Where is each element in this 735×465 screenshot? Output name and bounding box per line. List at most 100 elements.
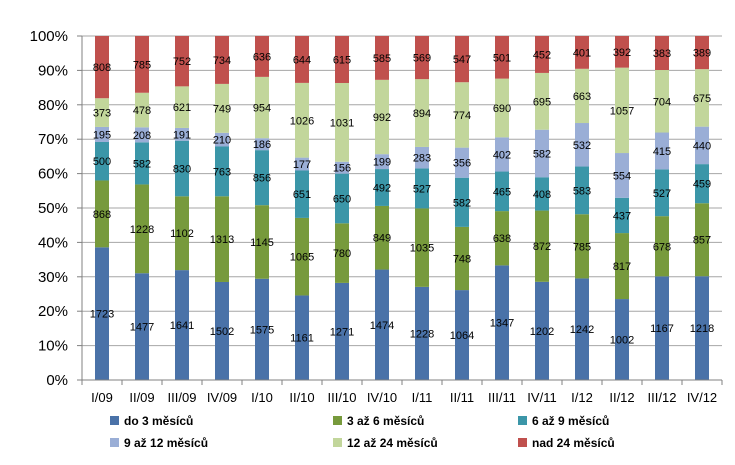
data-label: 452 — [533, 49, 551, 61]
data-label: 1502 — [210, 326, 234, 338]
bar-segment — [215, 146, 229, 197]
x-tick-label: IV/09 — [207, 390, 237, 405]
bar-segment — [135, 273, 149, 380]
bar-segment — [175, 36, 189, 87]
bar-segment — [255, 138, 269, 151]
bar-segment — [255, 76, 269, 139]
data-label: 894 — [413, 108, 431, 120]
data-label: 621 — [173, 102, 191, 114]
x-tick-label: III/12 — [648, 390, 677, 405]
bar-segment — [175, 196, 189, 271]
y-tick-label: 90% — [38, 62, 68, 79]
data-label: 1242 — [570, 324, 594, 336]
legend-label: nad 24 měsíců — [532, 436, 615, 450]
bar-segment — [175, 127, 189, 141]
data-label: 785 — [573, 241, 591, 253]
y-tick-label: 80% — [38, 97, 68, 114]
x-tick-label: II/11 — [450, 390, 474, 405]
y-axis: 0% 10% 20% 30% 40% 50% 60% 70% 80% 90% 100% — [30, 28, 83, 389]
data-label: 569 — [413, 53, 431, 65]
x-tick-label: I/12 — [571, 390, 593, 405]
data-label: 1347 — [490, 318, 514, 330]
data-label: 1228 — [410, 328, 434, 340]
data-label: 478 — [133, 105, 151, 117]
bar-segment — [655, 276, 669, 380]
bar-segment — [415, 286, 429, 380]
data-label: 356 — [453, 158, 471, 170]
data-label: 636 — [253, 51, 271, 63]
bar-segment — [255, 205, 269, 279]
data-label: 465 — [493, 186, 511, 198]
data-label: 1102 — [170, 228, 194, 240]
bar-segment — [495, 36, 509, 79]
data-label: 501 — [493, 52, 511, 64]
bar-segment — [375, 205, 389, 270]
legend-swatch — [110, 416, 119, 425]
data-label: 500 — [93, 156, 111, 168]
bar-segment — [615, 36, 629, 68]
data-label: 808 — [93, 62, 111, 74]
data-label: 582 — [453, 197, 471, 209]
data-label: 675 — [693, 93, 711, 105]
x-tick-label: II/12 — [609, 390, 634, 405]
data-label: 1145 — [250, 237, 274, 249]
bar-segment — [575, 278, 589, 380]
legend-label: do 3 měsíců — [124, 414, 193, 428]
bar-segment — [295, 170, 309, 218]
bar-segment — [175, 140, 189, 197]
data-label: 651 — [293, 189, 311, 201]
x-tick-label: III/09 — [168, 390, 197, 405]
y-tick-label: 40% — [38, 234, 68, 251]
bar-segment — [215, 132, 229, 147]
data-label: 992 — [373, 112, 391, 124]
data-label: 373 — [93, 108, 111, 120]
data-label: 1218 — [690, 323, 714, 335]
data-label: 402 — [493, 149, 511, 161]
data-label: 1228 — [130, 224, 154, 236]
y-tick-label: 70% — [38, 131, 68, 148]
x-tick-label: II/10 — [289, 390, 314, 405]
bar-segment — [335, 173, 349, 224]
data-label: 547 — [453, 54, 471, 66]
data-label: 585 — [373, 53, 391, 65]
data-label: 1035 — [410, 243, 434, 255]
y-tick-label: 10% — [38, 338, 68, 355]
legend-swatch — [333, 416, 342, 425]
bar-segment — [535, 210, 549, 282]
x-tick-label: II/09 — [129, 390, 154, 405]
data-label: 704 — [653, 96, 671, 108]
bar-segment — [615, 197, 629, 234]
data-label: 208 — [133, 130, 151, 142]
bar-segment — [175, 270, 189, 380]
data-label: 195 — [93, 129, 111, 141]
legend-swatch — [333, 438, 342, 447]
data-label: 1575 — [250, 324, 274, 336]
data-label: 527 — [653, 188, 671, 200]
data-label: 383 — [653, 48, 671, 60]
data-label: 156 — [333, 163, 351, 175]
data-label: 210 — [213, 135, 231, 147]
bar-segment — [535, 281, 549, 380]
data-label: 1065 — [290, 252, 314, 264]
data-label: 752 — [173, 56, 191, 68]
data-label: 817 — [613, 261, 631, 273]
data-label: 1271 — [330, 326, 354, 338]
data-label: 650 — [333, 193, 351, 205]
bar-segment — [335, 282, 349, 380]
data-label: 437 — [613, 210, 631, 222]
bar-segment — [255, 36, 269, 77]
bar-segment — [495, 265, 509, 380]
x-tick-label: III/11 — [488, 390, 516, 405]
bar-segment — [135, 142, 149, 185]
bar-segment — [295, 82, 309, 158]
data-label: 678 — [653, 241, 671, 253]
bar-segment — [495, 137, 509, 172]
bar-segment — [95, 36, 109, 99]
bar-segment — [95, 126, 109, 142]
data-label: 638 — [493, 233, 511, 245]
data-label: 191 — [173, 129, 191, 141]
y-tick-label: 50% — [38, 200, 68, 217]
bar-segment — [375, 154, 389, 170]
bar-segment — [655, 132, 669, 170]
